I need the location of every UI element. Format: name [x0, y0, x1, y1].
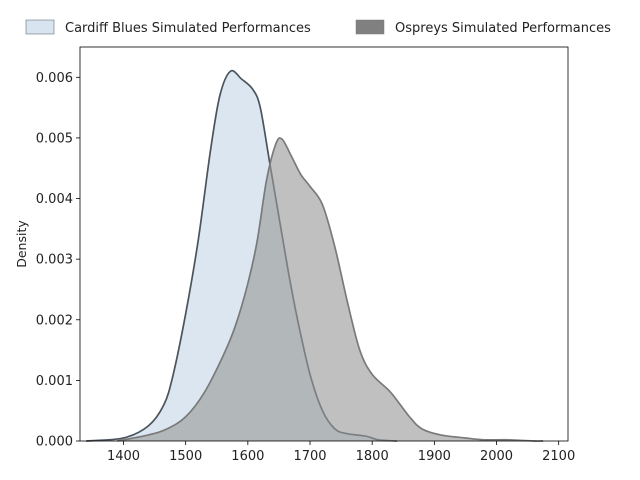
x-tick-label: 1400: [107, 449, 140, 464]
x-tick-label: 2000: [480, 449, 513, 464]
legend-swatch-ospreys: [355, 19, 385, 35]
y-tick-label: 0.006: [36, 71, 73, 86]
density-area-ospreys: [117, 137, 544, 442]
y-axis: 0.000 0.001 0.002 0.003 0.004 0.005 0.006: [36, 71, 80, 450]
plot-area: [86, 69, 544, 442]
legend: Cardiff Blues Simulated Performances Osp…: [25, 19, 611, 36]
y-tick-label: 0.003: [36, 253, 73, 268]
y-tick-label: 0.002: [36, 313, 73, 328]
plot-frame: [79, 46, 569, 442]
y-tick-label: 0.000: [36, 435, 73, 450]
x-tick-label: 1600: [231, 449, 264, 464]
y-tick-label: 0.001: [36, 374, 73, 389]
x-tick-label: 1900: [418, 449, 451, 464]
legend-label-cardiff: Cardiff Blues Simulated Performances: [65, 21, 311, 36]
x-tick-label: 2100: [542, 449, 575, 464]
x-axis: 1400 1500 1600 1700 1800 1900 2000 2100: [107, 441, 575, 464]
density-line-ospreys: [117, 137, 544, 442]
x-tick-label: 1500: [169, 449, 202, 464]
y-axis-title: Density: [14, 220, 29, 268]
density-area-cardiff: [86, 70, 398, 441]
legend-label-ospreys: Ospreys Simulated Performances: [395, 21, 611, 36]
x-tick-label: 1800: [356, 449, 389, 464]
legend-swatch-cardiff: [25, 19, 55, 35]
y-tick-label: 0.005: [36, 131, 73, 146]
y-tick-label: 0.004: [36, 192, 73, 207]
x-tick-label: 1700: [293, 449, 326, 464]
